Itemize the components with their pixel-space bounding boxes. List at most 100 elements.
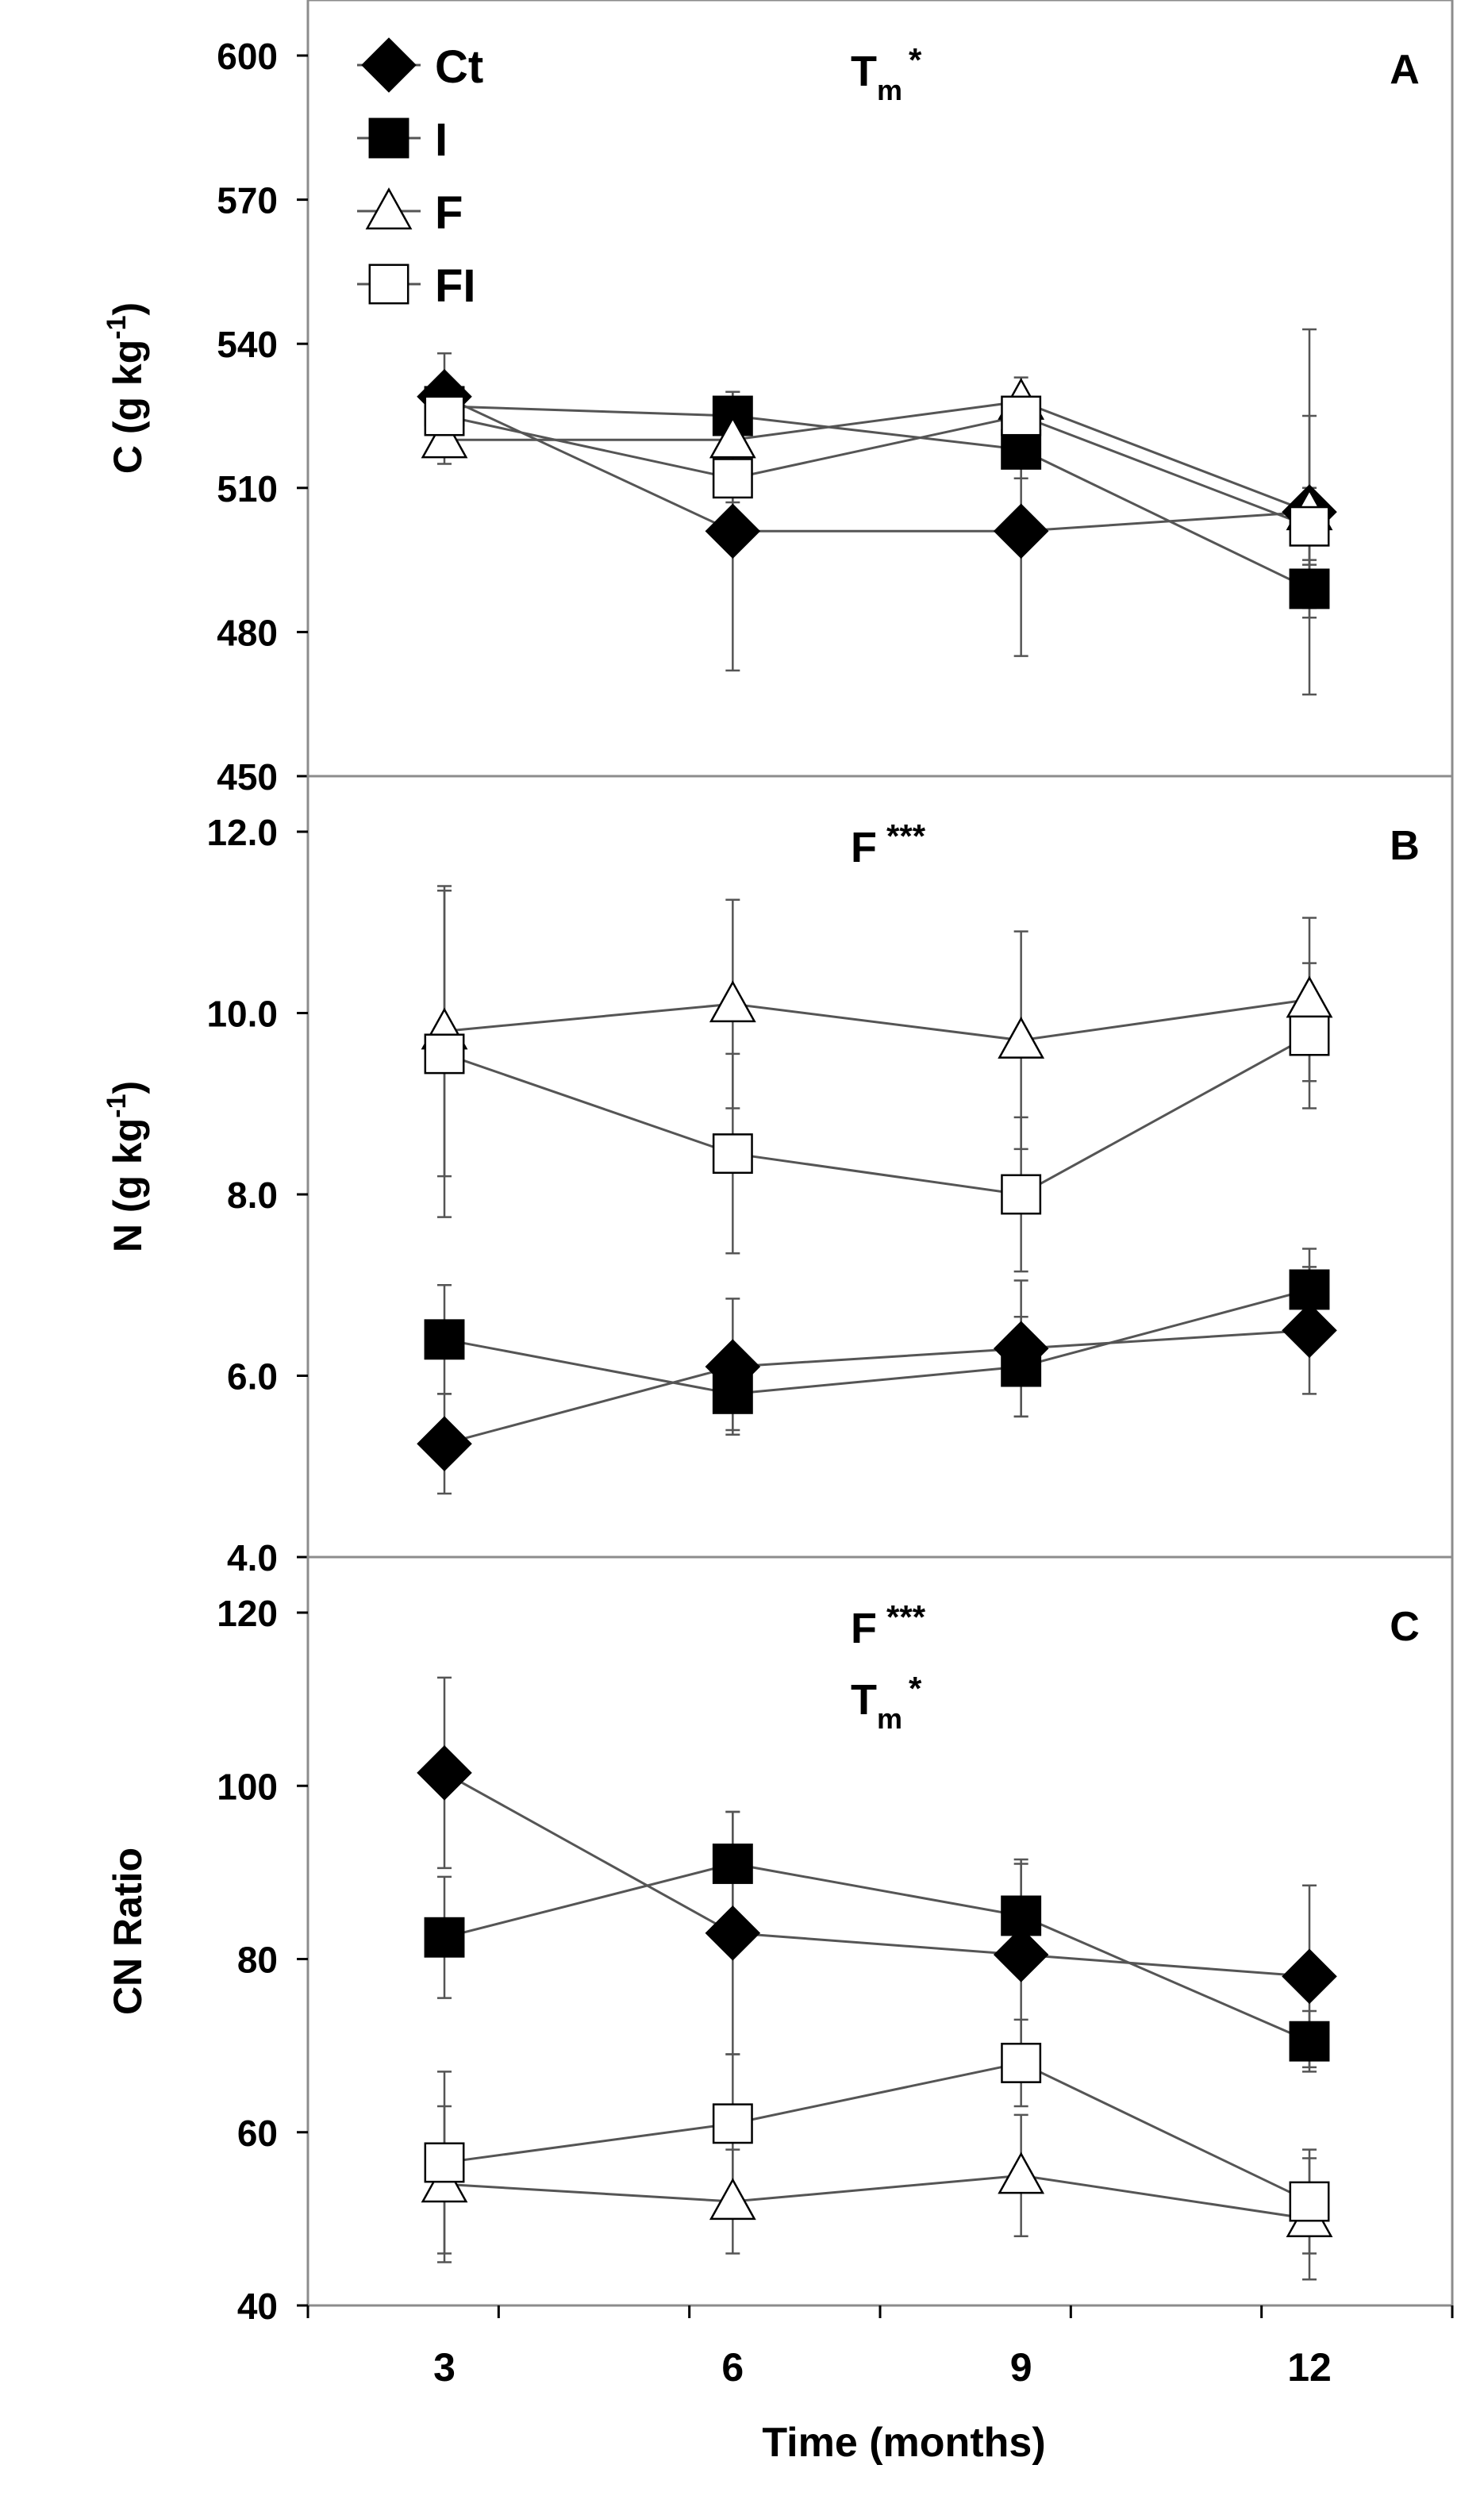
y-tick-label: 510: [217, 468, 278, 510]
y-tick-label: 100: [217, 1766, 278, 1807]
panel-frame: [306, 1555, 1454, 2307]
y-tick-label: 6.0: [227, 1356, 278, 1398]
y-tick-label: 40: [237, 2286, 278, 2327]
data-point-fi: [424, 395, 465, 436]
data-point-fi: [1289, 2181, 1330, 2222]
legend-label: FI: [435, 260, 476, 312]
data-point-ct: [417, 1745, 472, 1801]
y-tick-label: 12.0: [206, 812, 278, 853]
legend-marker-f: [365, 187, 413, 230]
data-point-ct: [993, 1927, 1049, 1982]
data-point-fi: [1289, 506, 1330, 547]
data-point-f: [998, 2151, 1045, 2194]
y-tick-label: 80: [237, 1940, 278, 1981]
series-line-f: [444, 400, 1310, 513]
data-point-f: [421, 416, 468, 459]
x-tick-label: 12: [1287, 2345, 1332, 2390]
data-point-fi: [1001, 1174, 1042, 1215]
series-line-i: [444, 1288, 1310, 1395]
y-tick-label: 540: [217, 324, 278, 365]
data-point-i: [1001, 1895, 1042, 1936]
annotation-base: F: [851, 1605, 877, 1652]
series-line-fi: [444, 1034, 1310, 1196]
x-tick-label: 9: [1010, 2345, 1032, 2390]
annotation-sup: *: [909, 1670, 922, 1707]
data-point-i: [424, 1319, 465, 1360]
y-axis-label: N (g kg-1): [102, 1081, 150, 1252]
data-point-fi: [424, 2142, 465, 2183]
data-point-f: [1286, 975, 1333, 1018]
significance-annotation: Tm*: [851, 41, 922, 106]
data-point-i: [712, 1844, 753, 1884]
legend-marker-i: [368, 117, 409, 159]
y-axis-label-sup: -1: [102, 315, 132, 339]
series-line-f: [444, 998, 1310, 1042]
data-point-i: [1001, 429, 1042, 470]
y-tick-label: 10.0: [206, 994, 278, 1035]
legend: Ct IF FI: [357, 37, 483, 312]
data-point-i: [1001, 1346, 1042, 1387]
significance-annotation: F ***: [851, 1598, 926, 1652]
data-point-f: [709, 980, 756, 1023]
y-axis-label-sup: -1: [102, 1094, 132, 1117]
panel-label: A: [1390, 47, 1420, 93]
series-line-ct: [444, 1329, 1310, 1445]
y-tick-label: 480: [217, 612, 278, 653]
panel-label: C: [1390, 1604, 1420, 1650]
annotation-base: T: [851, 1676, 877, 1724]
data-point-fi: [712, 2103, 753, 2144]
data-point-fi: [1001, 2043, 1042, 2083]
panel-frame: [306, 0, 1454, 778]
data-point-f: [709, 416, 756, 459]
x-tick-label: 6: [721, 2345, 744, 2390]
panel-label: B: [1390, 823, 1420, 869]
panel-c: 40 60 80 100 120 CN Ratio C F *** Tm* 3 6 9 12 Time (m…: [106, 1555, 1454, 2466]
series-line-f: [444, 2174, 1310, 2221]
legend-label: I: [435, 114, 448, 166]
annotation-sup: ***: [886, 1598, 926, 1636]
legend-marker-ct: [361, 37, 417, 93]
data-point-ct: [1282, 1948, 1337, 2005]
y-tick-label: 4.0: [227, 1537, 278, 1579]
data-point-ct: [417, 1416, 472, 1471]
y-tick-label: 570: [217, 180, 278, 221]
y-tick-label: 600: [217, 36, 278, 77]
legend-marker-fi: [368, 263, 409, 305]
data-point-i: [712, 1373, 753, 1414]
data-point-fi: [1001, 395, 1042, 436]
data-point-fi: [712, 458, 753, 499]
series-line-fi: [444, 2061, 1310, 2203]
panel-a: 450 480 510 540 570 600 C (g kg-1) A Tm*: [102, 0, 1454, 798]
annotation-sup: *: [909, 41, 922, 79]
annotation-sub: m: [877, 1702, 902, 1735]
significance-annotation: Tm*: [851, 1670, 922, 1735]
annotation-base: T: [851, 48, 877, 95]
y-axis-label: C (g kg-1): [102, 302, 150, 474]
y-tick-label: 450: [217, 756, 278, 798]
panel-b: 4.0 6.0 8.0 10.0 12.0 N (g kg-1) B F ***: [102, 775, 1454, 1579]
data-point-i: [1289, 1269, 1330, 1310]
annotation-sup: ***: [886, 817, 926, 855]
data-point-fi: [1289, 1015, 1330, 1056]
data-point-fi: [712, 1133, 753, 1175]
data-point-i: [1289, 2021, 1330, 2062]
data-point-f: [709, 2178, 756, 2221]
x-tick-label: 3: [433, 2345, 456, 2390]
panel-frame: [306, 775, 1454, 1559]
series-line-ct: [444, 1771, 1310, 1978]
data-point-ct: [993, 503, 1049, 559]
series-line-ct: [444, 395, 1310, 533]
series-line-i: [444, 1862, 1310, 2043]
y-tick-label: 60: [237, 2113, 278, 2154]
data-point-i: [1289, 568, 1330, 609]
legend-label: Ct: [435, 41, 483, 93]
significance-annotation: F ***: [851, 817, 926, 871]
x-axis-label: Time (months): [762, 2420, 1045, 2466]
y-tick-label: 8.0: [227, 1175, 278, 1216]
data-point-i: [424, 1917, 465, 1958]
data-point-f: [998, 1016, 1045, 1059]
data-point-ct: [705, 503, 761, 559]
data-point-fi: [424, 1033, 465, 1075]
legend-label: F: [435, 187, 463, 239]
